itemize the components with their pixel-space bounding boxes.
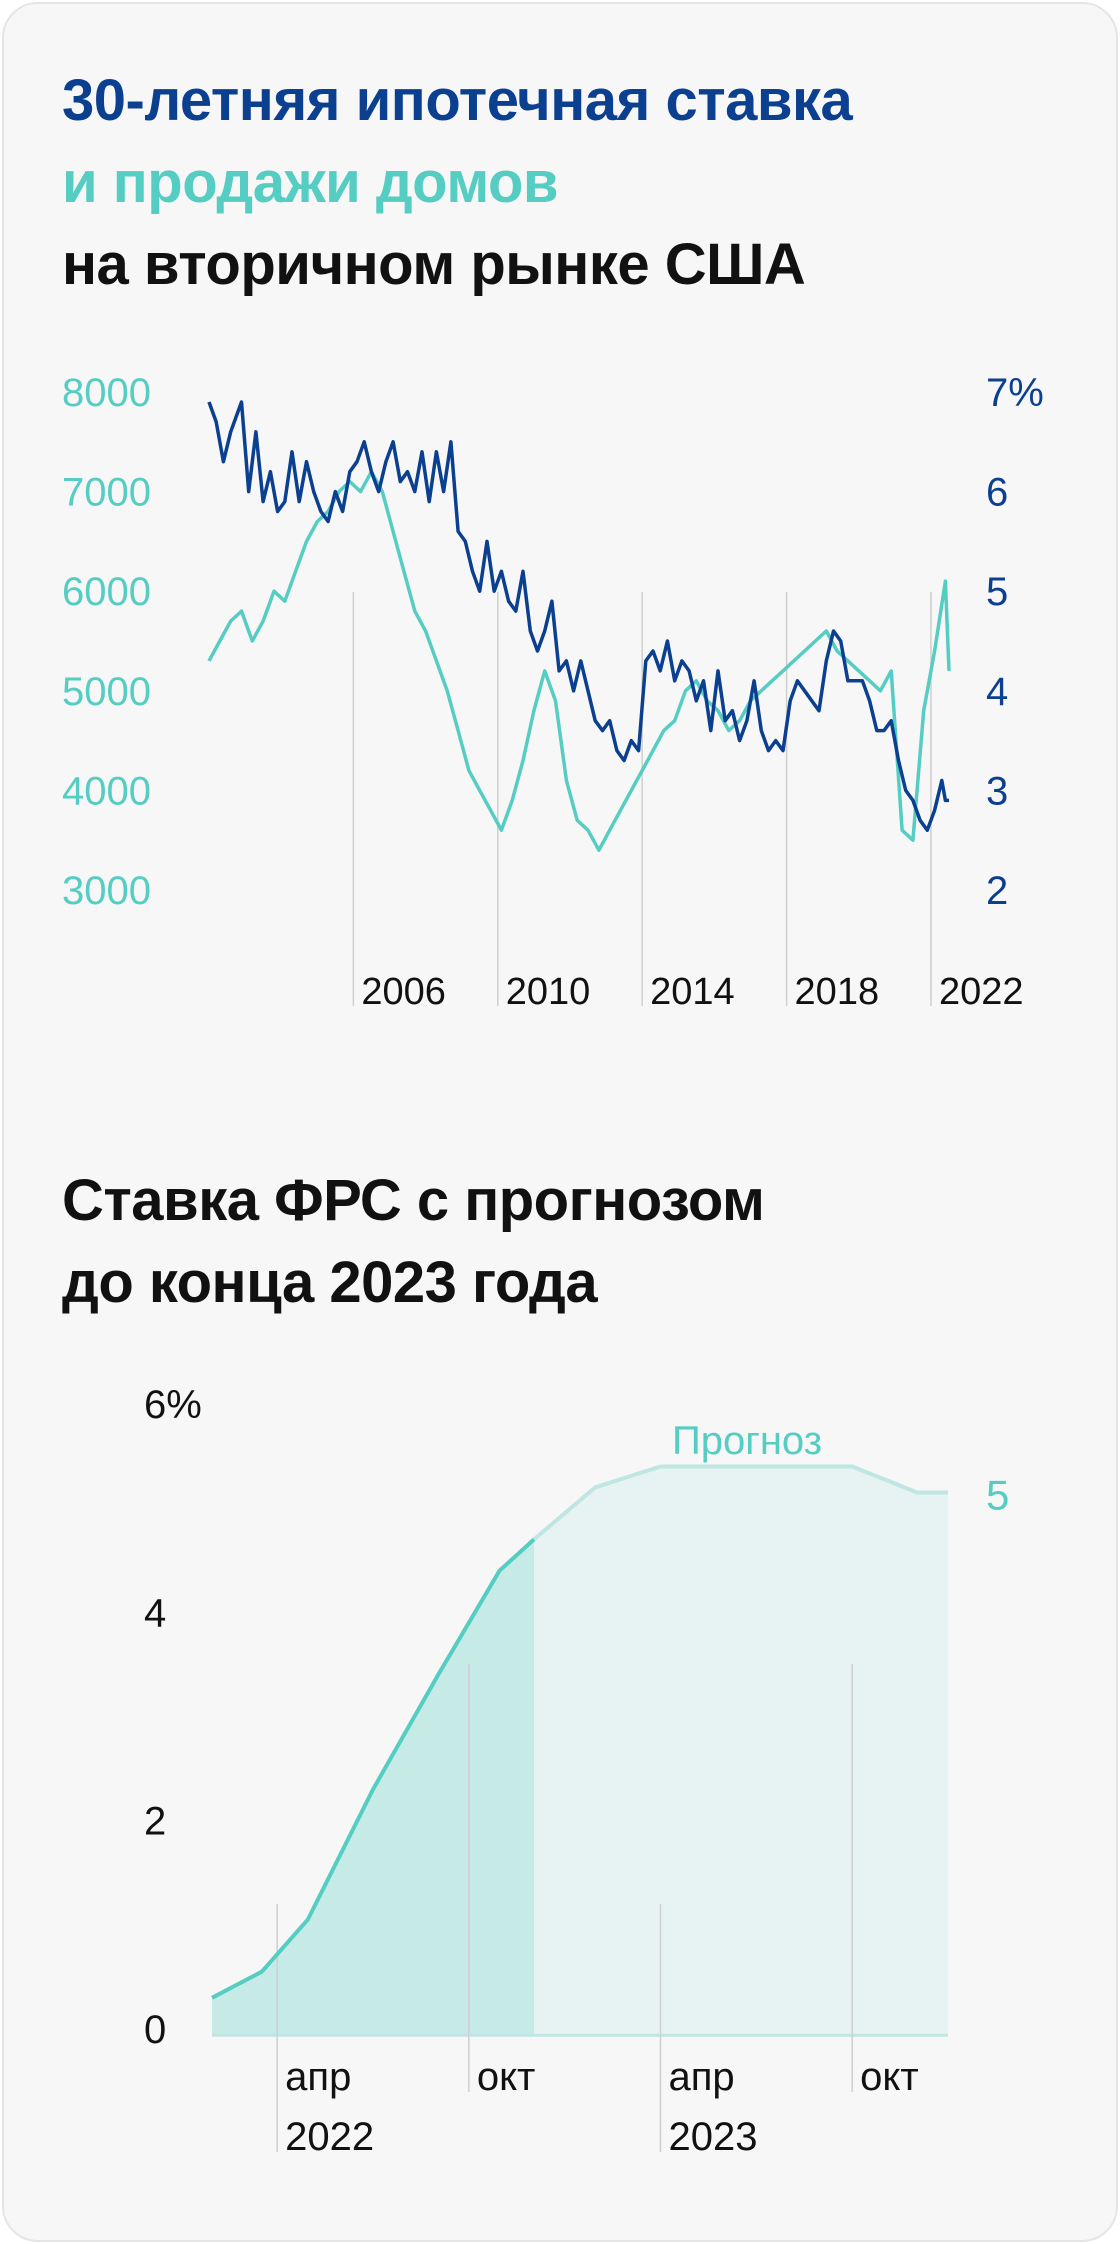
y-left-tick-label: 5000 xyxy=(62,670,151,714)
mortgage-sales-chart: 2006 2010 2014 2018 2022 8000 7000 6000 5000 4000… xyxy=(62,371,1044,1013)
x-tick-label: апр xyxy=(285,2055,351,2099)
y-right-tick-label: 6 xyxy=(986,471,1008,515)
x-tick-label: 2010 xyxy=(506,971,591,1013)
y-left-tick-label: 3000 xyxy=(62,869,151,913)
y-tick-label: 2 xyxy=(144,1800,166,1844)
chart1-title: 30-летняя ипотечная ставка и продажи дом… xyxy=(62,60,853,306)
x-tick-label: окт xyxy=(860,2055,919,2099)
x-tick-label: 2014 xyxy=(650,971,735,1013)
forecast-end-value: 5 xyxy=(986,1472,1009,1519)
x-tick-label: 2022 xyxy=(939,971,1024,1013)
mortgage-rate-line xyxy=(207,400,949,832)
y-right-tick-label: 2 xyxy=(986,869,1008,913)
y-right-tick-label: 5 xyxy=(986,570,1008,614)
x-tick-label: окт xyxy=(477,2055,536,2099)
forecast-label: Прогноз xyxy=(672,1419,822,1463)
forecast-area xyxy=(534,1466,948,2036)
forecast-line xyxy=(532,1464,948,1541)
y-tick-label: 0 xyxy=(144,2008,166,2052)
y-tick-label: 6% xyxy=(144,1383,202,1427)
x-tick-label: 2018 xyxy=(795,971,880,1013)
y-left-tick-label: 6000 xyxy=(62,570,151,614)
chart1-title-mortgage: 30-летняя ипотечная ставка xyxy=(62,68,853,133)
x-tick-label: 2006 xyxy=(361,971,446,1013)
x-tick-label: апр xyxy=(669,2055,735,2099)
fed-rate-line xyxy=(211,1537,536,2000)
y-tick-label: 4 xyxy=(144,1591,166,1635)
y-right-tick-label: 4 xyxy=(986,670,1008,714)
y-left-tick-label: 4000 xyxy=(62,769,151,813)
y-left-tick-label: 7000 xyxy=(62,471,151,515)
chart1-title-market: на вторичном рынке США xyxy=(62,232,806,297)
fed-rate-chart: апр 2022 окт апр 2023 окт 6% 4 2 0 Прогноз 5 xyxy=(144,1383,1009,2159)
actual-area xyxy=(212,1539,534,2036)
chart1-title-sales: и продажи домов xyxy=(62,150,559,215)
y-left-tick-label: 8000 xyxy=(62,371,151,415)
y-right-tick-label: 7% xyxy=(986,371,1044,415)
chart2-title: Ставка ФРС с прогнозом до конца 2023 год… xyxy=(62,1160,765,1324)
chart2-title-line2: до конца 2023 года xyxy=(62,1250,598,1315)
x-tick-label: 2023 xyxy=(669,2115,758,2159)
x-tick-label: 2022 xyxy=(285,2115,374,2159)
chart2-title-line1: Ставка ФРС с прогнозом xyxy=(62,1168,765,1233)
y-right-tick-label: 3 xyxy=(986,769,1008,813)
